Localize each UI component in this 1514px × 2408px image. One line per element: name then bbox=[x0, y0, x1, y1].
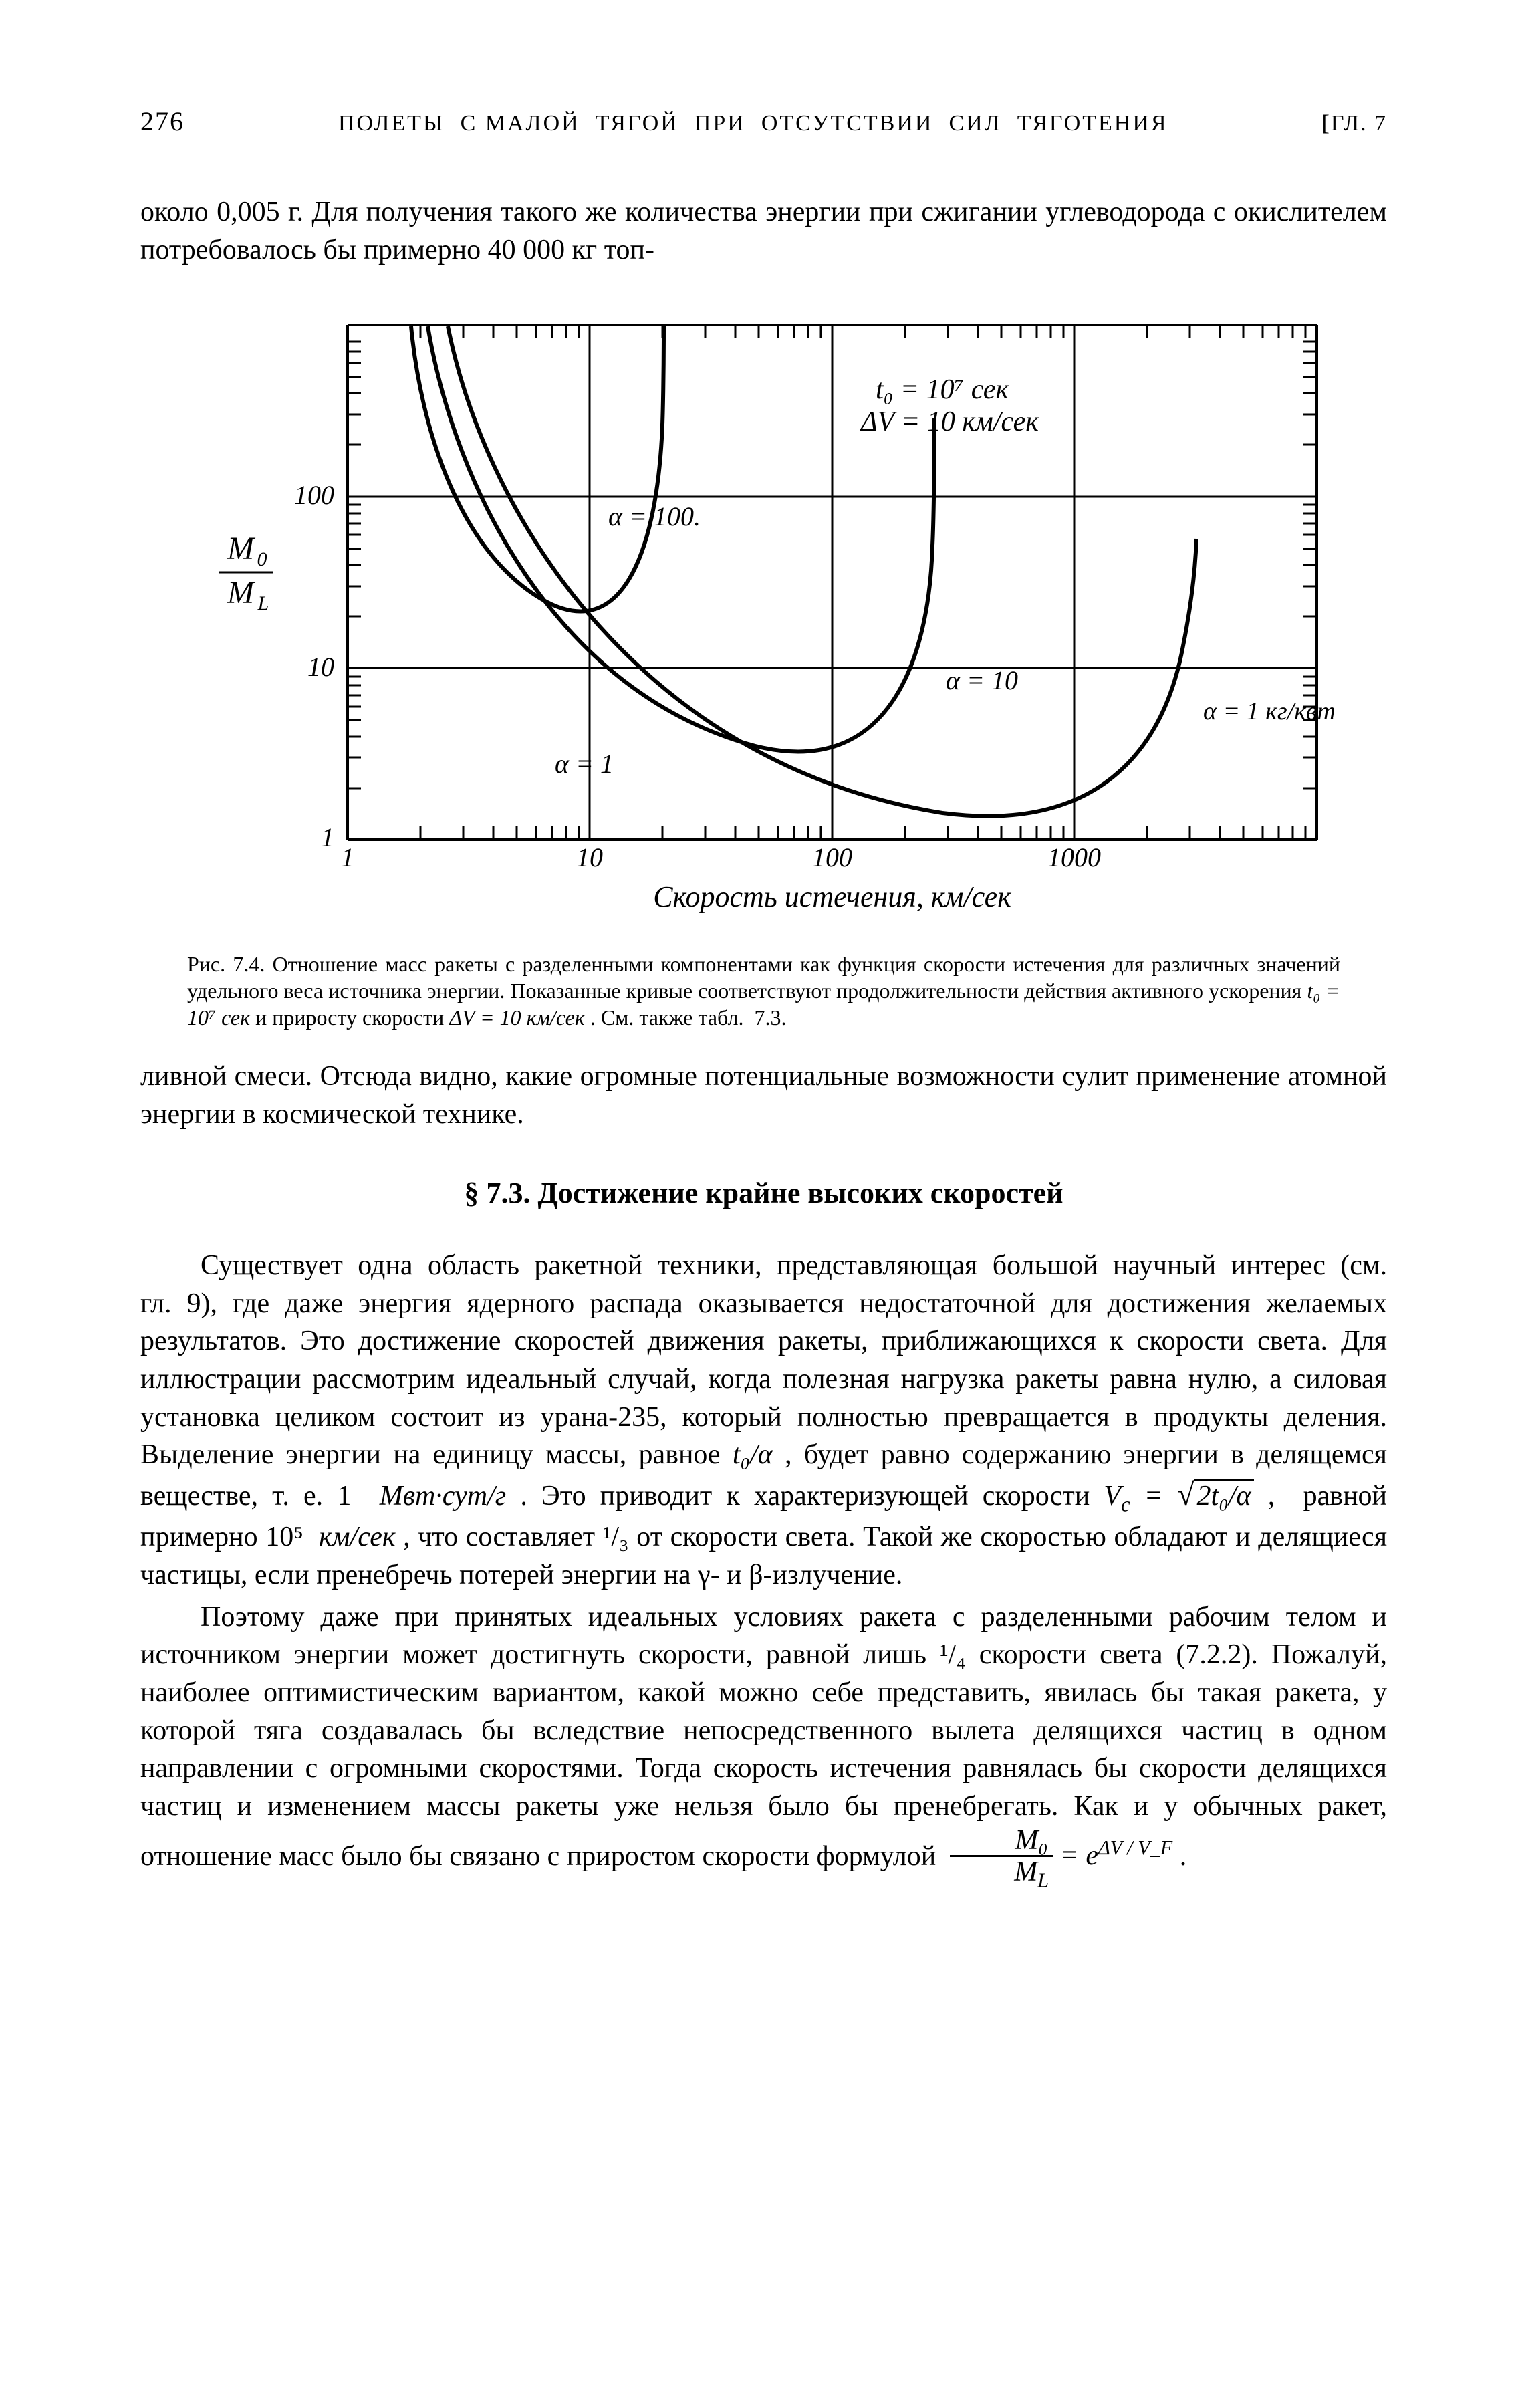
body1-unit-mwt: Мвт·сут/г bbox=[380, 1481, 506, 1512]
xtick-100: 100 bbox=[812, 842, 852, 872]
svg-text:M: M bbox=[227, 531, 256, 566]
body2-exponent: ΔV / V_F bbox=[1098, 1836, 1172, 1859]
figcap-mid: и приросту скорости bbox=[255, 1005, 449, 1030]
figure-7-4: 1 10 100 1000 1 10 100 Скорость истечени… bbox=[140, 285, 1387, 937]
body2-eq-mid: = e bbox=[1060, 1840, 1098, 1871]
figure-7-4-caption: Рис. 7.4. Отношение масс ракеты с раздел… bbox=[187, 951, 1340, 1031]
curve-label-a100: α = 100. bbox=[608, 501, 701, 531]
figcap-prefix: Рис. 7.4. Отношение масс ракеты с раздел… bbox=[187, 952, 1340, 1003]
figure-annot-dv: ΔV = 10 км/сек bbox=[860, 406, 1039, 437]
figure-xlabel: Скорость истечения, км/сек bbox=[653, 880, 1011, 913]
xtick-1: 1 bbox=[341, 842, 354, 872]
ytick-100: 100 bbox=[294, 480, 334, 510]
ytick-10: 10 bbox=[307, 652, 334, 682]
ytick-1: 1 bbox=[321, 822, 334, 852]
running-header: 276 ПОЛЕТЫ С МАЛОЙ ТЯГОЙ ПРИ ОТСУТСТВИИ … bbox=[140, 104, 1387, 140]
chapter-mark: [ГЛ. 7 bbox=[1322, 108, 1387, 139]
curve-label-a1: α = 1 bbox=[555, 749, 614, 779]
figcap-dv: ΔV = 10 км/сек bbox=[449, 1005, 585, 1030]
body2-frac-bot: ML bbox=[950, 1857, 1053, 1891]
header-title: ПОЛЕТЫ С МАЛОЙ ТЯГОЙ ПРИ ОТСУТСТВИИ СИЛ … bbox=[184, 108, 1322, 139]
paragraph-continuation-top: около 0,005 г. Для получения такого же к… bbox=[140, 193, 1387, 269]
svg-text:0: 0 bbox=[257, 548, 267, 570]
body2-tail: . bbox=[1180, 1840, 1187, 1871]
svg-text:L: L bbox=[257, 592, 269, 614]
body-paragraph-2: Поэтому даже при принятых идеальных усло… bbox=[140, 1598, 1387, 1891]
page-number: 276 bbox=[140, 104, 184, 140]
curve-alpha-1 bbox=[448, 326, 1196, 816]
section-7-3-head: § 7.3. Достижение крайне высоких скорост… bbox=[140, 1173, 1387, 1213]
page-root: 276 ПОЛЕТЫ С МАЛОЙ ТЯГОЙ ПРИ ОТСУТСТВИИ … bbox=[0, 0, 1514, 2016]
body-paragraph-1: Существует одна область ракетной техники… bbox=[140, 1247, 1387, 1594]
svg-text:M: M bbox=[227, 575, 256, 610]
xtick-10: 10 bbox=[576, 842, 603, 872]
body1-vc-root: 2t₀/α bbox=[1194, 1479, 1254, 1512]
curve-label-a10: α = 10 bbox=[946, 665, 1018, 695]
figure-ylabel: M 0 M L bbox=[219, 531, 273, 614]
curve-alpha-100 bbox=[411, 326, 664, 611]
curve-label-a-units: α = 1 кг/квт bbox=[1203, 697, 1336, 725]
body1-c: . Это приводит к характеризующей скорост… bbox=[520, 1481, 1104, 1512]
body1-a: Существует одна область ракетной техники… bbox=[140, 1250, 1387, 1470]
xtick-1000: 1000 bbox=[1047, 842, 1101, 872]
body1-vc-formula: Vc = √2t₀/α bbox=[1104, 1481, 1267, 1512]
body2-a: Поэтому даже при принятых идеальных усло… bbox=[140, 1602, 1387, 1872]
body2-mass-ratio-formula: M₀ ML = eΔV / V_F bbox=[950, 1840, 1180, 1871]
paragraph-after-figure: ливной смеси. Отсюда видно, какие огромн… bbox=[140, 1058, 1387, 1133]
figure-annot-t0: t₀ = 10⁷ сек bbox=[876, 374, 1009, 405]
body1-t0-over-alpha: t₀/α bbox=[733, 1439, 773, 1470]
figcap-suffix: . См. также табл. 7.3. bbox=[590, 1005, 787, 1030]
body1-kmsec: км/сек bbox=[319, 1522, 396, 1552]
figure-7-4-svg: 1 10 100 1000 1 10 100 Скорость истечени… bbox=[140, 285, 1384, 927]
body2-frac-top: M₀ bbox=[950, 1826, 1053, 1857]
curve-alpha-10 bbox=[428, 326, 934, 751]
